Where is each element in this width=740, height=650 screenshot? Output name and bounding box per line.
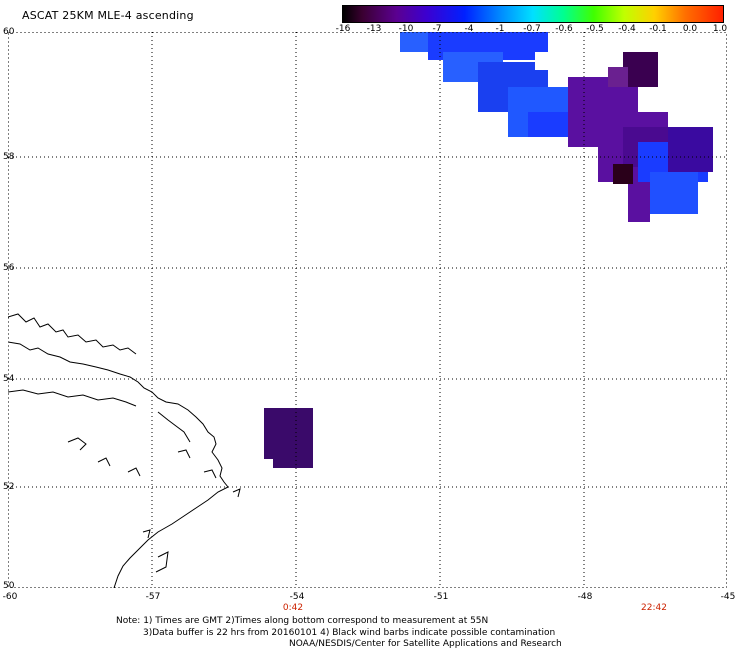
lon-label: -45 <box>720 592 736 602</box>
legend-tick: -0.4 <box>618 24 636 34</box>
lon-label: -60 <box>2 592 18 602</box>
legend-tick: -16 <box>335 24 351 34</box>
coastline <box>8 313 241 588</box>
lon-label: -48 <box>577 592 593 602</box>
note-line: Note: 1) Times are GMT 2)Times along bot… <box>116 616 489 626</box>
lat-label: 60 <box>3 27 15 37</box>
map-title: ASCAT 25KM MLE-4 ascending <box>22 9 194 22</box>
legend-tick: 1.0 <box>712 24 728 34</box>
lat-label: 50 <box>3 581 15 591</box>
lat-label: 56 <box>3 263 15 273</box>
map-canvas <box>8 32 727 588</box>
note-line: 3)Data buffer is 22 hrs from 20160101 4)… <box>143 628 556 638</box>
legend-tick: -0.6 <box>555 24 573 34</box>
legend-tick: -10 <box>398 24 414 34</box>
note-line: NOAA/NESDIS/Center for Satellite Applica… <box>289 639 562 649</box>
time-label: 22:42 <box>641 603 667 613</box>
grid-lines <box>8 32 727 588</box>
wind-swath-north <box>400 32 713 222</box>
time-label: 0:42 <box>282 603 304 613</box>
wind-swath-box <box>264 408 313 468</box>
legend-tick: -0.5 <box>586 24 604 34</box>
legend-tick: -13 <box>366 24 382 34</box>
lon-label: -57 <box>145 592 161 602</box>
lon-label: -51 <box>433 592 449 602</box>
legend-tick: 0.0 <box>682 24 698 34</box>
legend-tick: -0.1 <box>649 24 667 34</box>
lat-label: 54 <box>3 374 15 384</box>
legend-tick: -1 <box>495 24 505 34</box>
lon-label: -54 <box>289 592 305 602</box>
color-legend-bar <box>342 5 724 23</box>
legend-tick: -0.7 <box>523 24 541 34</box>
map-frame <box>8 32 727 588</box>
legend-tick: -4 <box>464 24 474 34</box>
lat-label: 58 <box>3 152 15 162</box>
legend-tick: -7 <box>432 24 442 34</box>
lat-label: 52 <box>3 482 15 492</box>
